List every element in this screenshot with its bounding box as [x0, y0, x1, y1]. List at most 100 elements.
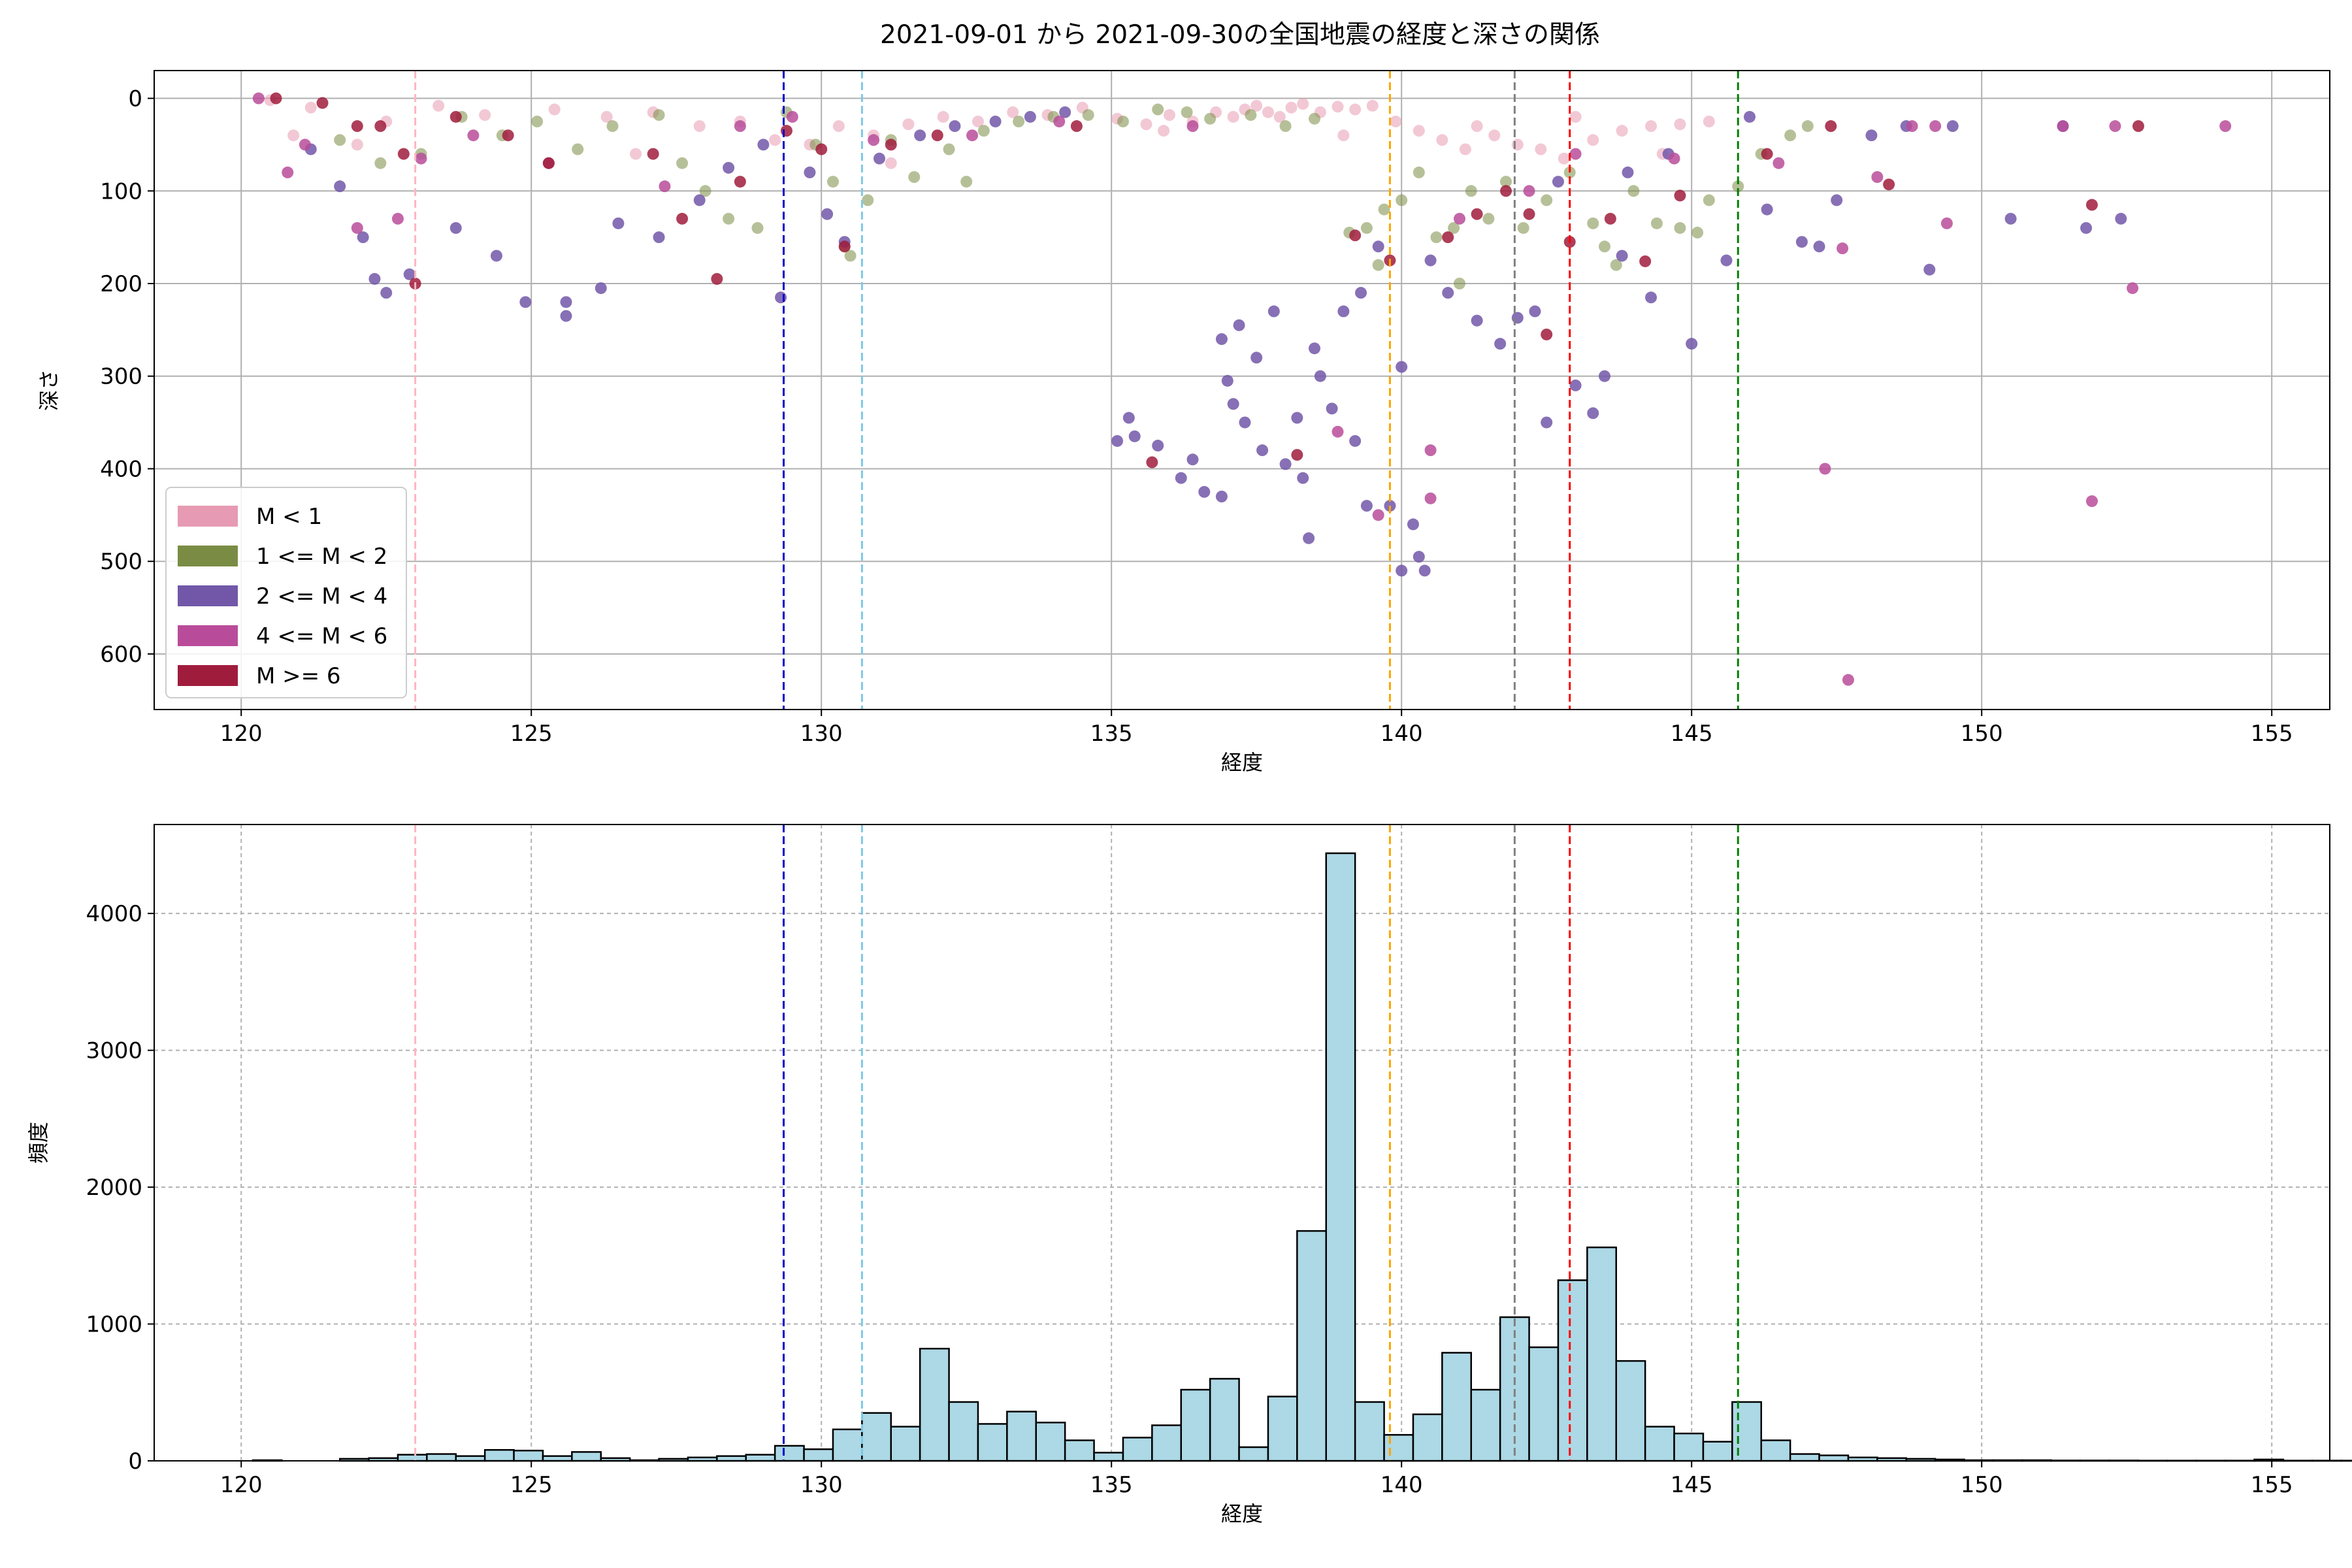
histogram-bar: [1731, 1401, 1763, 1462]
scatter-point: [1871, 171, 1884, 183]
scatter-point: [1819, 463, 1831, 475]
scatter-point: [1111, 434, 1124, 447]
scatter-point: [374, 157, 387, 169]
scatter-point: [1372, 509, 1384, 521]
scatter-y-tick-label: 400: [100, 456, 142, 482]
scatter-point: [1059, 106, 1071, 118]
scatter-point: [676, 212, 689, 225]
histogram-y-tick-label: 2000: [86, 1175, 142, 1201]
scatter-point: [1418, 564, 1431, 577]
legend-label: 4 <= M < 6: [256, 623, 387, 649]
scatter-point: [1465, 185, 1477, 197]
scatter-point: [1599, 370, 1610, 382]
scatter-point: [1883, 178, 1895, 191]
scatter-point: [397, 148, 410, 160]
scatter-point: [1221, 374, 1233, 387]
scatter-point: [1082, 109, 1094, 122]
scatter-y-tick-label: 600: [100, 642, 142, 668]
histogram-x-tick-label: 140: [1380, 1472, 1423, 1498]
scatter-point: [1175, 472, 1187, 484]
scatter-point: [1152, 440, 1164, 452]
scatter-point: [1267, 305, 1280, 318]
scatter-frame: [154, 70, 2330, 710]
scatter-point: [270, 92, 282, 105]
histogram-bar: [1180, 1388, 1211, 1462]
scatter-point: [821, 208, 834, 220]
legend-label: 1 <= M < 2: [256, 544, 387, 570]
scatter-point: [1686, 338, 1698, 350]
scatter-point: [1146, 456, 1158, 468]
scatter-point: [1215, 491, 1228, 502]
scatter-point: [1552, 176, 1564, 188]
histogram-x-tick-label: 155: [2251, 1472, 2293, 1498]
scatter-point: [1233, 319, 1245, 331]
scatter-x-tick-label: 150: [1961, 721, 2003, 747]
scatter-point: [1250, 351, 1263, 364]
scatter-point: [1946, 120, 1959, 133]
scatter-point: [1471, 208, 1483, 220]
scatter-point: [1761, 203, 1773, 216]
histogram-bar: [803, 1448, 834, 1462]
scatter-point: [1360, 221, 1373, 234]
scatter-point: [1604, 212, 1616, 225]
scatter-point: [1070, 120, 1083, 133]
histogram-bar: [542, 1455, 573, 1462]
scatter-point: [595, 282, 607, 295]
scatter-x-tick-label: 135: [1090, 721, 1133, 747]
scatter-point: [1158, 125, 1170, 137]
scatter-y-tick-label: 100: [100, 178, 142, 204]
figure-title: 2021-09-01 から 2021-09-30の全国地震の経度と深さの関係: [880, 20, 1600, 50]
scatter-point: [2115, 212, 2127, 225]
scatter-point: [1529, 305, 1541, 318]
scatter-point: [1309, 342, 1320, 355]
scatter-point: [449, 221, 462, 234]
histogram-bar: [513, 1450, 544, 1462]
scatter-point: [1256, 444, 1269, 457]
scatter-point: [1517, 221, 1529, 234]
histogram-bar: [1122, 1437, 1153, 1462]
scatter-point: [1007, 106, 1019, 118]
histogram-x-tick-label: 145: [1671, 1472, 1713, 1498]
scatter-point: [1424, 254, 1437, 267]
scatter-point: [1813, 240, 1825, 253]
scatter-point: [351, 120, 363, 133]
histogram-bar: [977, 1423, 1008, 1462]
scatter-point: [433, 99, 445, 112]
scatter-point: [931, 129, 943, 142]
scatter-point: [775, 291, 787, 304]
histogram-y-tick-label: 0: [128, 1448, 142, 1475]
histogram-bar: [948, 1401, 979, 1462]
scatter-point: [653, 109, 665, 122]
scatter-point: [548, 103, 561, 116]
legend-swatch: [178, 625, 238, 646]
scatter-point: [723, 161, 735, 174]
scatter-y-axis-label: 深さ: [37, 369, 61, 411]
scatter-point: [1500, 176, 1512, 188]
histogram-vertical-lines: [414, 825, 1739, 1461]
scatter-point: [1674, 189, 1686, 202]
scatter-point: [1053, 115, 1066, 127]
scatter-point: [606, 120, 619, 133]
scatter-point: [1645, 120, 1658, 133]
histogram-bar: [397, 1454, 428, 1462]
histogram-x-tick-label: 120: [220, 1472, 263, 1498]
histogram-bar: [1470, 1388, 1501, 1462]
scatter-point: [734, 120, 746, 133]
scatter-point: [1407, 518, 1419, 531]
scatter-point: [391, 212, 404, 225]
scatter-point: [374, 120, 387, 133]
scatter-point: [1181, 106, 1193, 118]
scatter-point: [734, 176, 746, 188]
scatter-point: [1691, 227, 1704, 239]
scatter-point: [711, 272, 723, 285]
scatter-point: [769, 134, 781, 146]
scatter-point: [1929, 120, 1942, 133]
scatter-panel: 120 125 130 135 140 145 150 155 0 100 200 300 400 50…: [37, 70, 2330, 775]
scatter-point: [1523, 208, 1535, 220]
scatter-point: [1837, 242, 1849, 255]
scatter-y-tick-label: 0: [128, 86, 142, 112]
scatter-point: [908, 171, 921, 183]
scatter-point: [1378, 203, 1390, 216]
scatter-point: [542, 157, 555, 169]
